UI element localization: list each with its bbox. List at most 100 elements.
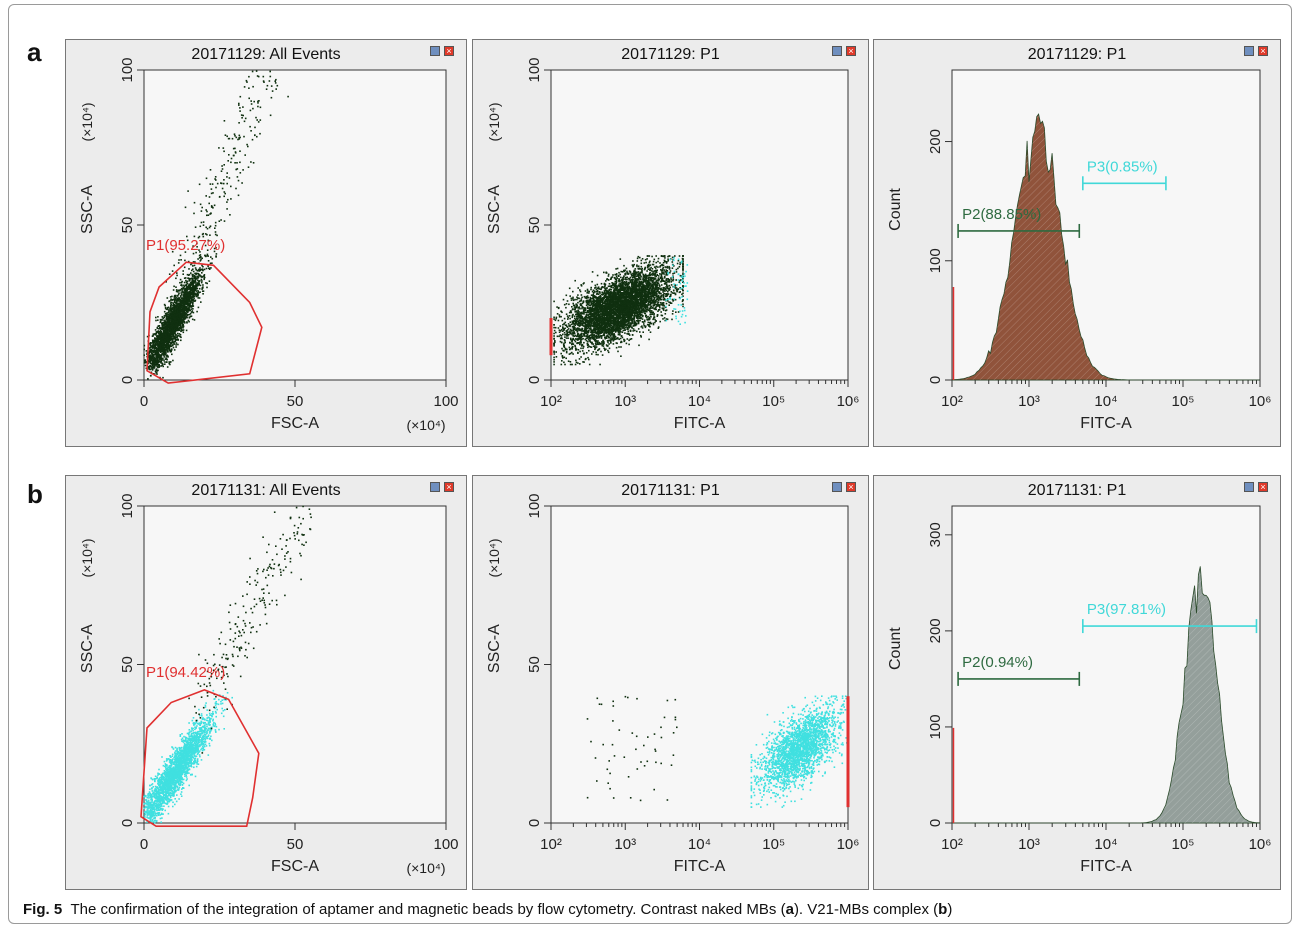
event-point	[193, 212, 195, 215]
event-point	[174, 309, 177, 311]
event-point	[166, 366, 169, 368]
event-point	[186, 294, 188, 297]
event-point	[648, 307, 651, 310]
event-point	[185, 291, 188, 293]
event-point	[662, 264, 665, 267]
event-point	[158, 335, 160, 338]
event-point	[627, 295, 630, 297]
event-point	[158, 332, 160, 334]
event-point	[208, 267, 210, 269]
gate-label-p1: P1(95.27%)	[146, 237, 225, 254]
event-point	[157, 331, 160, 333]
event-point	[156, 370, 158, 372]
event-point	[160, 330, 163, 333]
event-point	[571, 343, 573, 346]
event-point	[574, 328, 576, 331]
event-point	[563, 329, 565, 332]
event-point	[681, 288, 683, 290]
event-point	[194, 272, 196, 275]
event-point	[624, 297, 626, 300]
event-point	[563, 356, 566, 359]
minimize-icon[interactable]	[430, 46, 440, 56]
event-point	[199, 267, 201, 269]
event-point	[148, 347, 150, 349]
event-point	[682, 305, 684, 308]
event-point	[208, 280, 211, 282]
event-point	[168, 328, 170, 330]
event-point	[581, 307, 583, 310]
event-point	[187, 286, 189, 288]
event-point	[597, 328, 600, 331]
event-point	[675, 271, 678, 273]
event-point	[206, 282, 208, 285]
event-point	[180, 294, 182, 297]
event-point	[571, 333, 573, 336]
event-point	[650, 291, 653, 293]
event-point	[223, 220, 226, 222]
event-point	[634, 321, 637, 324]
event-point	[184, 309, 186, 312]
event-point	[180, 328, 182, 330]
event-point	[194, 299, 197, 302]
event-point	[184, 294, 186, 297]
event-point	[250, 100, 252, 102]
event-point	[164, 320, 167, 322]
event-point	[654, 283, 657, 286]
event-point	[577, 312, 580, 315]
event-point	[198, 249, 200, 251]
event-point	[165, 323, 168, 325]
event-point	[213, 204, 216, 207]
event-point	[163, 351, 165, 353]
event-point	[226, 201, 228, 203]
event-point	[174, 329, 176, 332]
event-point	[173, 318, 176, 321]
event-point	[151, 368, 153, 370]
event-point	[622, 326, 625, 328]
event-point	[151, 366, 153, 368]
x-tick-label: 10³	[614, 393, 636, 410]
event-point	[197, 297, 199, 299]
event-point	[153, 366, 156, 368]
event-point	[198, 270, 201, 272]
event-point	[652, 323, 655, 326]
event-point	[152, 340, 154, 342]
event-point	[161, 324, 163, 326]
event-point	[174, 328, 176, 330]
event-point	[591, 315, 593, 318]
event-point	[207, 255, 209, 257]
event-point	[177, 318, 180, 320]
event-point	[159, 329, 162, 331]
event-point	[660, 284, 663, 286]
close-icon[interactable]: ×	[444, 46, 454, 56]
event-point	[179, 318, 181, 320]
event-point	[603, 271, 605, 274]
event-point	[183, 314, 185, 317]
event-point	[164, 332, 167, 334]
event-point	[198, 280, 200, 282]
event-point	[599, 330, 601, 332]
event-point	[160, 356, 162, 358]
event-point	[169, 300, 171, 302]
event-point	[220, 170, 223, 172]
event-point	[191, 283, 194, 286]
event-point	[179, 278, 182, 281]
event-point	[157, 330, 160, 332]
event-point	[175, 346, 177, 348]
event-point	[670, 284, 673, 286]
event-point	[588, 323, 591, 325]
event-point	[652, 280, 654, 282]
event-point	[597, 340, 599, 342]
event-point	[184, 277, 187, 279]
event-point	[198, 257, 201, 259]
event-point	[576, 317, 578, 320]
event-point	[228, 177, 231, 179]
event-point	[559, 325, 562, 327]
event-point	[648, 255, 651, 257]
event-point	[165, 318, 168, 320]
event-point	[155, 354, 157, 356]
event-point	[178, 314, 181, 317]
event-point	[674, 298, 677, 301]
event-point	[215, 247, 217, 249]
event-point	[183, 298, 185, 300]
event-point	[152, 343, 155, 346]
